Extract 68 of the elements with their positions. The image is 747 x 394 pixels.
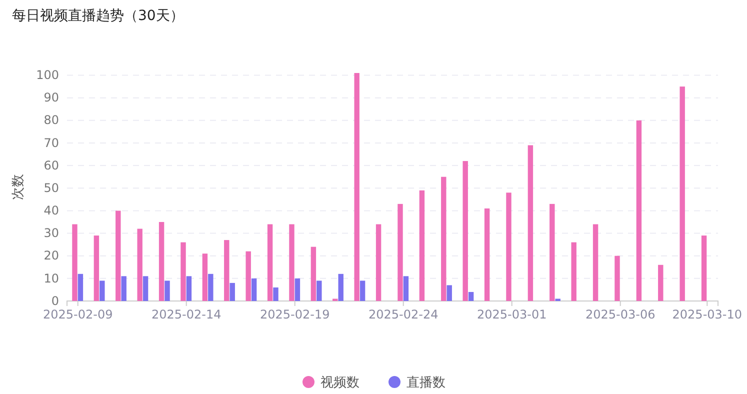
y-tick-label: 50: [44, 180, 59, 195]
x-tick-label: 2025-03-06: [585, 308, 656, 322]
bar: [230, 282, 235, 301]
bar: [142, 276, 148, 301]
bar: [376, 224, 382, 301]
y-tick-label: 30: [44, 226, 59, 240]
y-tick-label: 60: [44, 158, 59, 172]
bar: [316, 280, 322, 301]
bar: [398, 204, 403, 301]
bar: [158, 222, 164, 301]
bar: [701, 236, 707, 301]
y-tick-label: 80: [44, 113, 59, 128]
y-tick-label: 100: [36, 68, 59, 82]
bar: [592, 224, 598, 301]
y-tick-label: 90: [44, 90, 59, 105]
x-tick-label: 2025-02-09: [42, 308, 113, 322]
bar: [202, 254, 208, 301]
y-tick-label: 0: [51, 294, 59, 308]
x-tick-label: 2025-02-24: [368, 308, 438, 322]
x-tick-label: 2025-03-10: [672, 308, 742, 322]
bar: [419, 190, 425, 301]
bar: [186, 276, 192, 301]
legend-label: 直播数: [406, 376, 446, 390]
bar: [403, 276, 409, 301]
bar: [164, 280, 170, 301]
bar: [571, 242, 576, 301]
bar: [289, 224, 294, 301]
bar: [446, 285, 452, 301]
chart-title: 每日视频直播趋势（30天）: [12, 8, 184, 24]
bar: [100, 280, 105, 301]
bar: [208, 274, 214, 301]
bar: [116, 210, 121, 301]
bar: [360, 280, 366, 301]
x-tick-label: 2025-03-01: [476, 308, 547, 322]
bar: [441, 176, 446, 301]
y-tick-label: 10: [44, 271, 59, 286]
bar: [506, 192, 512, 301]
bar: [680, 86, 685, 301]
y-tick-label: 70: [44, 136, 59, 150]
bar: [528, 145, 534, 301]
y-axis-title: 次数: [11, 174, 26, 200]
bar: [658, 264, 664, 301]
bar: [121, 276, 126, 301]
bar: [273, 287, 278, 301]
bar: [484, 208, 490, 301]
bar: [614, 256, 620, 301]
bar: [251, 278, 257, 301]
bar: [94, 236, 100, 301]
x-tick-label: 2025-02-14: [151, 308, 222, 322]
y-tick-label: 40: [44, 204, 59, 218]
bar: [72, 224, 78, 301]
x-tick-label: 2025-02-19: [260, 308, 330, 322]
bar: [354, 73, 360, 301]
bar: [550, 204, 555, 301]
bar: [462, 161, 468, 301]
bar: [78, 274, 84, 301]
bar: [468, 292, 474, 301]
legend-label: 视频数: [320, 376, 360, 390]
bar: [224, 240, 230, 301]
y-tick-label: 20: [44, 248, 59, 263]
bar: [338, 274, 344, 301]
bar: [180, 242, 186, 301]
bar: [310, 246, 316, 301]
bar: [137, 228, 142, 301]
bar: [636, 120, 642, 301]
bar: [267, 224, 273, 301]
bar: [246, 251, 251, 301]
bar: [294, 278, 300, 301]
